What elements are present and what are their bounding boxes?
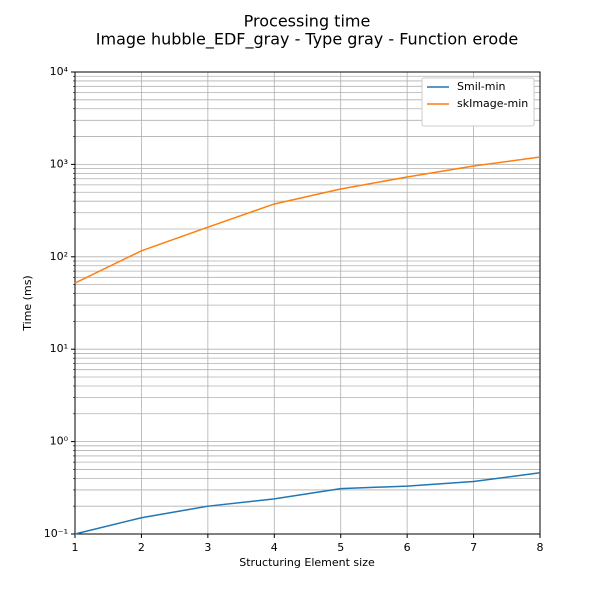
x-tick-label: 8	[537, 541, 544, 554]
y-axis-label: Time (ms)	[21, 275, 34, 331]
x-tick-label: 7	[470, 541, 477, 554]
y-tick-label: 10⁰	[50, 435, 69, 448]
x-tick-label: 4	[271, 541, 278, 554]
y-tick-label: 10³	[50, 157, 68, 170]
x-tick-label: 3	[204, 541, 211, 554]
y-tick-label: 10⁻¹	[44, 527, 68, 540]
plot-frame	[74, 71, 541, 535]
line-series	[74, 156, 541, 284]
x-tick-label: 1	[72, 541, 79, 554]
x-tick-label: 6	[404, 541, 411, 554]
chart-title: Processing time	[244, 12, 371, 31]
y-tick-label: 10⁴	[50, 65, 69, 78]
y-tick-label: 10¹	[50, 342, 68, 355]
y-tick-label: 10²	[50, 250, 68, 263]
chart-subtitle: Image hubble_EDF_gray - Type gray - Func…	[96, 30, 518, 50]
legend-box	[421, 77, 535, 127]
x-axis-label: Structuring Element size	[239, 556, 375, 569]
x-tick-label: 2	[138, 541, 145, 554]
line-series	[74, 472, 541, 535]
legend-label: skImage-min	[457, 97, 528, 110]
x-tick-label: 5	[337, 541, 344, 554]
legend-label: Smil-min	[457, 80, 506, 93]
